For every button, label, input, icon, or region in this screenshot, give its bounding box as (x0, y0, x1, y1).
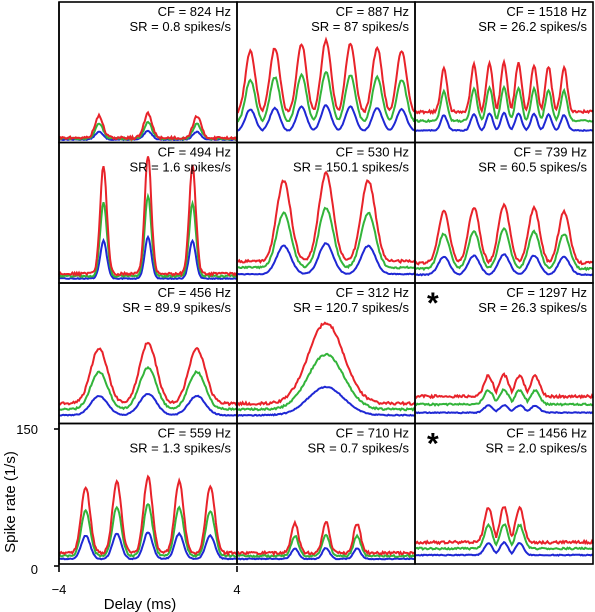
cf-label: CF = 739 Hz (514, 145, 587, 160)
asterisk-marker: * (427, 287, 439, 320)
series-blue-line (414, 403, 594, 415)
asterisk-marker: * (427, 428, 439, 461)
cf-label: CF = 1297 Hz (506, 285, 587, 300)
panel-frame (414, 422, 594, 565)
series-red-line (236, 519, 416, 557)
sr-label: SR = 89.9 spikes/s (122, 300, 231, 315)
cf-label: CF = 887 Hz (336, 4, 409, 19)
sr-label: SR = 0.7 spikes/s (307, 441, 409, 456)
x-tick-label-min: −4 (52, 582, 67, 597)
sr-label: SR = 2.0 spikes/s (485, 441, 587, 456)
series-blue-line (58, 234, 237, 281)
series-red-line (414, 202, 594, 266)
series-blue-line (236, 385, 416, 417)
series-green-line (58, 192, 238, 279)
cf-label: CF = 710 Hz (336, 426, 409, 441)
series-red-line (414, 58, 594, 115)
series-red-line (58, 110, 238, 142)
series-green-line (414, 226, 594, 272)
sr-label: SR = 87 spikes/s (311, 19, 409, 34)
y-tick-label-150: 150 (16, 422, 38, 437)
sr-label: SR = 1.3 spikes/s (129, 441, 231, 456)
series-blue-line (58, 531, 238, 561)
series-blue-line (236, 242, 416, 276)
series-red-line (58, 341, 238, 407)
cf-label: CF = 312 Hz (336, 285, 409, 300)
series-blue-line (58, 129, 238, 142)
series-red-line (236, 170, 416, 264)
series-green-line (414, 84, 594, 123)
series-blue-line (415, 253, 594, 277)
cf-label: CF = 824 Hz (158, 4, 231, 19)
cf-label: CF = 559 Hz (158, 426, 231, 441)
cf-label: CF = 530 Hz (336, 145, 409, 160)
series-green-line (236, 352, 416, 412)
series-blue-line (414, 540, 594, 557)
series-green-line (414, 388, 594, 407)
series-blue-line (236, 104, 416, 132)
sr-label: SR = 120.7 spikes/s (293, 300, 409, 315)
x-axis-label: Delay (ms) (104, 596, 177, 612)
series-blue-line (414, 111, 594, 132)
x-tick-label-max: 4 (233, 582, 240, 597)
cf-label: CF = 1518 Hz (506, 4, 587, 19)
cf-label: CF = 1456 Hz (506, 426, 587, 441)
series-red-line (58, 156, 238, 278)
series-red-line (414, 505, 594, 546)
series-blue-line (236, 547, 415, 561)
series-green-line (236, 533, 416, 559)
cf-label: CF = 456 Hz (158, 285, 231, 300)
y-axis-label: Spike rate (1/s) (2, 451, 19, 553)
series-green-line (236, 70, 416, 123)
sr-label: SR = 60.5 spikes/s (478, 160, 587, 175)
sr-label: SR = 0.8 spikes/s (129, 19, 231, 34)
axes: 150 0 −4 4 Delay (ms) Spike rate (1/s) (2, 2, 241, 612)
series-green-line (414, 522, 594, 551)
series-green-line (236, 206, 416, 270)
y-tick-label-0: 0 (31, 562, 38, 577)
series-green-line (58, 365, 238, 412)
sr-label: SR = 26.2 spikes/s (478, 19, 587, 34)
series-red-line (58, 474, 238, 557)
series-red-line (236, 36, 416, 114)
series-red-line (236, 321, 416, 407)
sr-label: SR = 1.6 spikes/s (129, 160, 231, 175)
sr-label: SR = 26.3 spikes/s (478, 300, 587, 315)
series-green-line (59, 503, 238, 559)
series-red-line (414, 372, 594, 400)
cf-label: CF = 494 Hz (158, 145, 231, 160)
sr-label: SR = 150.1 spikes/s (293, 160, 409, 175)
series-blue-line (58, 392, 238, 417)
